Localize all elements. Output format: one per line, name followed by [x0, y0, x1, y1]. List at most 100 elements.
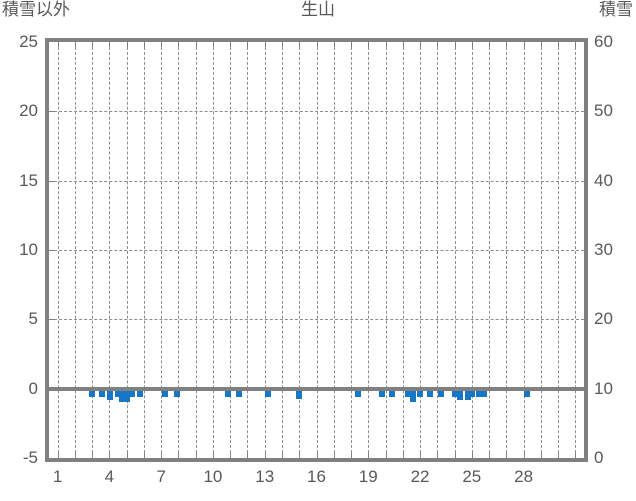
left-axis-tick-label: 15: [19, 170, 38, 190]
x-axis-tick-label: 19: [358, 467, 378, 486]
bar: [235, 389, 242, 397]
right-axis-tick-label: 50: [594, 101, 613, 121]
x-axis-tick: [558, 453, 559, 458]
left-axis-tick-label: 5: [28, 309, 38, 329]
x-axis-tick: [127, 453, 128, 458]
x-axis-tick: [455, 42, 456, 47]
gridline-horizontal: [49, 250, 584, 251]
x-axis-tick-label: 16: [307, 467, 326, 486]
x-axis-tick: [282, 453, 283, 458]
x-axis-tick-label: 10: [203, 467, 223, 486]
x-axis-tick: [541, 453, 542, 458]
x-axis-tick: [541, 42, 542, 47]
left-axis-tick-label: 25: [19, 32, 38, 51]
bar: [225, 389, 232, 397]
y-axis-tick: [49, 181, 55, 182]
x-axis-tick: [144, 42, 145, 47]
x-axis-tick: [196, 42, 197, 47]
x-axis-tick: [455, 453, 456, 458]
right-axis-tick-label: 60: [594, 32, 613, 51]
bar: [98, 389, 105, 397]
left-axis-unit-label: 積雪以外: [2, 0, 70, 20]
x-axis-tick: [92, 42, 93, 47]
x-axis-tick: [58, 453, 59, 458]
x-axis-tick: [196, 453, 197, 458]
x-axis-tick: [506, 42, 507, 47]
x-axis-tick: [472, 453, 473, 458]
bar: [456, 389, 463, 400]
bar: [451, 389, 458, 397]
x-axis-tick: [575, 42, 576, 47]
x-axis-tick: [420, 453, 421, 458]
right-axis-tick-label: 20: [594, 309, 613, 329]
bar: [480, 389, 487, 397]
x-axis-tick: [161, 453, 162, 458]
bar: [115, 389, 122, 397]
bar: [89, 389, 96, 397]
x-axis-tick: [386, 42, 387, 47]
x-axis-tick: [265, 453, 266, 458]
x-axis-tick: [351, 453, 352, 458]
bar: [427, 389, 434, 397]
bar: [524, 389, 531, 397]
bar: [107, 389, 114, 400]
x-axis-tick: [334, 453, 335, 458]
bar: [162, 389, 169, 397]
left-axis-tick-label: 0: [28, 378, 38, 398]
x-axis-tick: [386, 453, 387, 458]
x-axis-tick: [109, 42, 110, 47]
y-axis-tick: [49, 319, 55, 320]
x-axis-tick-label: 7: [156, 467, 166, 486]
x-axis-tick-label: 22: [410, 467, 430, 486]
x-axis-tick-label: 4: [104, 467, 115, 486]
plot-inner: [49, 42, 584, 458]
left-axis-tick-label: -5: [22, 448, 38, 467]
x-axis-tick: [230, 42, 231, 47]
bar: [128, 389, 135, 397]
page-title: 生山: [301, 0, 335, 20]
x-axis-tick: [161, 42, 162, 47]
x-axis-tick: [230, 453, 231, 458]
x-axis-tick: [265, 42, 266, 47]
x-axis-tick: [420, 42, 421, 47]
y-axis-tick: [49, 250, 55, 251]
x-axis-tick-label: 1: [52, 467, 63, 486]
bar: [296, 389, 303, 399]
right-axis-tick-label: 0: [594, 448, 604, 467]
x-axis-tick: [109, 453, 110, 458]
x-axis-tick: [351, 42, 352, 47]
x-axis-tick: [437, 453, 438, 458]
bar: [468, 389, 475, 397]
x-axis-tick: [368, 453, 369, 458]
bar: [465, 389, 472, 400]
left-axis-tick-label: 20: [19, 101, 38, 121]
x-axis-tick: [403, 42, 404, 47]
bar: [404, 389, 411, 397]
x-axis-tick: [282, 42, 283, 47]
y-axis-tick: [49, 389, 55, 390]
x-axis-tick: [317, 42, 318, 47]
x-axis-tick: [299, 453, 300, 458]
bar: [137, 389, 144, 397]
x-axis-tick: [75, 42, 76, 47]
x-axis-tick-label: 25: [462, 467, 482, 486]
bar: [265, 389, 272, 397]
x-axis-tick: [75, 453, 76, 458]
y-axis-tick: [49, 111, 55, 112]
x-axis-tick: [524, 42, 525, 47]
bar: [379, 389, 386, 397]
x-axis-tick: [299, 42, 300, 47]
x-axis-tick-label: 28: [514, 467, 534, 486]
bar: [173, 389, 180, 397]
x-axis-tick: [317, 453, 318, 458]
right-axis-tick-label: 30: [594, 240, 613, 259]
x-axis-tick: [558, 42, 559, 47]
gridline-horizontal: [49, 111, 584, 112]
right-axis-unit-label: 積雪: [599, 0, 633, 20]
left-axis-tick-label: 10: [19, 240, 38, 259]
x-axis-tick-label: 13: [255, 467, 275, 486]
x-axis-tick: [489, 453, 490, 458]
bar: [354, 389, 361, 397]
bar: [417, 389, 424, 397]
